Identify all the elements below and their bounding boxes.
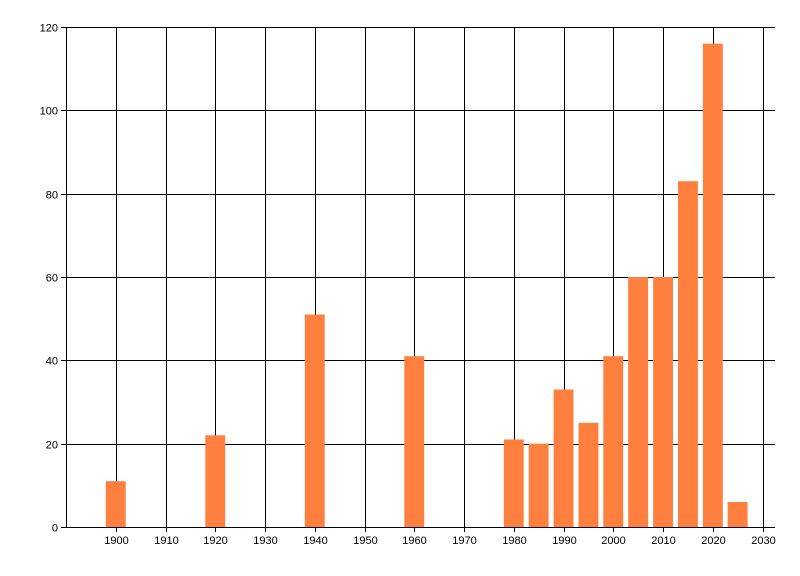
x-tick-label: 1990	[552, 535, 576, 547]
y-tick-label: 20	[46, 440, 58, 452]
x-tick-label: 1960	[402, 535, 426, 547]
bar-1920	[205, 435, 226, 527]
y-tick-label: 0	[52, 523, 58, 535]
x-tick-label: 2010	[651, 535, 675, 547]
bar-1990	[553, 389, 574, 527]
x-tick-label: 1950	[353, 535, 377, 547]
x-tick-label: 2030	[751, 535, 775, 547]
bar-1980	[503, 439, 524, 527]
y-tick-label: 100	[40, 106, 58, 118]
y-tick-label: 120	[40, 23, 58, 35]
bar-2000	[603, 356, 624, 527]
bar-1900	[105, 481, 126, 527]
bar-1940	[304, 314, 325, 527]
bar-2025	[727, 502, 748, 527]
bar-2015	[678, 181, 698, 527]
axes	[66, 27, 775, 528]
bar-2020	[702, 43, 723, 527]
y-tick-label: 40	[46, 356, 58, 368]
x-tick-label: 1940	[303, 535, 327, 547]
x-tick-label: 2000	[601, 535, 625, 547]
y-tick-label: 80	[46, 190, 58, 202]
x-tick-label: 1920	[203, 535, 227, 547]
y-tick-label: 60	[46, 273, 58, 285]
x-tick-label: 1930	[253, 535, 277, 547]
bar-2005	[628, 277, 649, 527]
x-tick-label: 1910	[154, 535, 178, 547]
x-tick-label: 1900	[104, 535, 128, 547]
x-tick-label: 1970	[452, 535, 476, 547]
x-axis-ticks: 1900 1910 1920 1930 1940 1950 1960 1970 1980 1990…	[104, 527, 776, 547]
bar-1995	[578, 422, 599, 527]
x-tick-label: 2020	[701, 535, 725, 547]
bar-1960	[404, 356, 425, 527]
x-tick-label: 1980	[502, 535, 526, 547]
bar-1985	[528, 443, 549, 527]
y-axis-ticks: 0 20 40 60 80 100 120	[40, 23, 66, 535]
bar-2010	[653, 277, 673, 527]
bars	[105, 43, 748, 527]
